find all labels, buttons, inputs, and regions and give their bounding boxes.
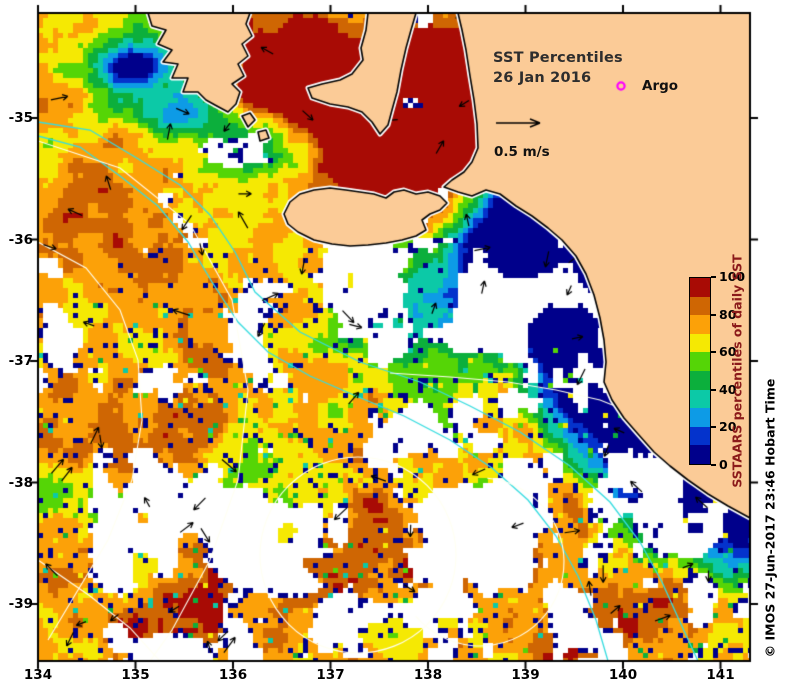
argo-legend-label: Argo bbox=[642, 78, 679, 94]
colorbar-tick-label: 0 bbox=[719, 457, 728, 472]
colorbar-segment bbox=[690, 278, 710, 297]
x-tick-label: 136 bbox=[218, 667, 248, 683]
x-tick-label: 137 bbox=[316, 667, 345, 683]
y-tick-label: -39 bbox=[8, 596, 33, 612]
x-tick-label: 135 bbox=[121, 667, 150, 683]
colorbar-segment bbox=[690, 352, 710, 371]
attribution-text: © IMOS 27-Jun-2017 23:46 Hobart Time bbox=[762, 378, 778, 658]
y-tick-label: -37 bbox=[8, 353, 33, 369]
colorbar-tick-mark bbox=[711, 351, 716, 354]
colorbar-segment bbox=[690, 370, 710, 390]
title-block: SST Percentiles 26 Jan 2016 bbox=[493, 48, 623, 88]
x-tick-label: 134 bbox=[23, 667, 53, 683]
colorbar-segment bbox=[690, 333, 710, 353]
colorbar-tick-mark bbox=[711, 426, 716, 429]
colorbar-segment bbox=[690, 445, 710, 464]
colorbar bbox=[689, 277, 711, 465]
colorbar-segment bbox=[690, 296, 710, 316]
vector-scale-label: 0.5 m/s bbox=[494, 144, 550, 160]
x-tick-label: 139 bbox=[511, 667, 540, 683]
colorbar-tick-mark bbox=[711, 313, 716, 316]
x-tick-label: 140 bbox=[608, 667, 638, 683]
x-tick-label: 138 bbox=[413, 667, 443, 683]
map-title: SST Percentiles bbox=[493, 50, 623, 66]
colorbar-tick-mark bbox=[711, 464, 716, 466]
x-tick-label: 141 bbox=[706, 667, 735, 683]
colorbar-segment bbox=[690, 315, 710, 334]
y-tick-label: -38 bbox=[8, 474, 33, 491]
colorbar-tick-mark bbox=[711, 276, 716, 278]
colorbar-title: SSTAARS percentiles of daily SST bbox=[729, 254, 745, 488]
colorbar-tick-mark bbox=[711, 388, 716, 391]
y-tick-label: -36 bbox=[8, 231, 33, 248]
colorbar-tick-label: 100 bbox=[719, 269, 746, 284]
colorbar-segment bbox=[690, 389, 710, 409]
colorbar-tick-label: 80 bbox=[719, 306, 737, 322]
colorbar-segment bbox=[690, 408, 710, 427]
colorbar-segment bbox=[690, 426, 710, 446]
map-date: 26 Jan 2016 bbox=[493, 70, 592, 86]
colorbar-tick-label: 20 bbox=[719, 419, 737, 435]
colorbar-tick-label: 60 bbox=[719, 344, 737, 360]
colorbar-tick-label: 40 bbox=[719, 381, 737, 397]
y-tick-label: -35 bbox=[8, 110, 33, 126]
